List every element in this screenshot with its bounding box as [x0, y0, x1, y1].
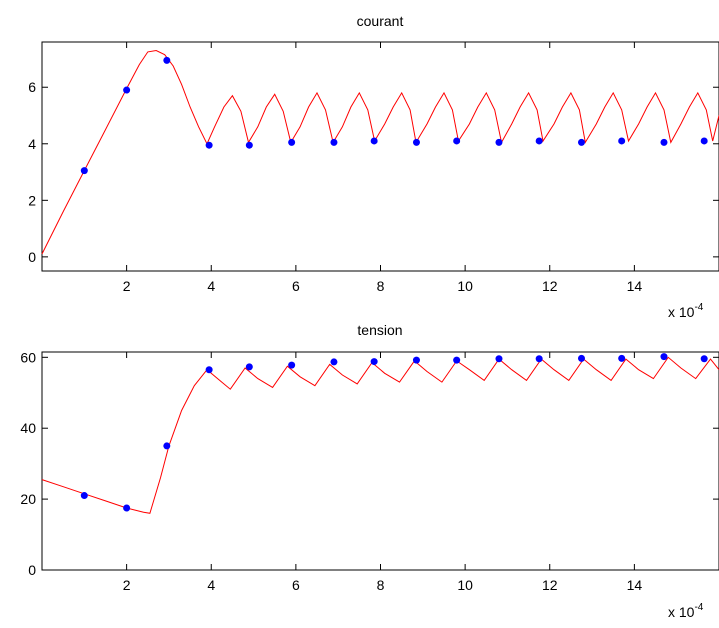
y-tick-label: 2	[28, 192, 36, 208]
data-point	[288, 361, 296, 369]
y-tick-label: 60	[20, 349, 36, 365]
data-point	[123, 504, 131, 512]
x-tick-label: 10	[457, 278, 473, 294]
data-point	[495, 138, 503, 146]
x-tick-label: 8	[377, 577, 385, 593]
x-tick-label: 2	[123, 577, 131, 593]
data-point	[245, 141, 253, 149]
plot-area	[41, 49, 719, 255]
data-point	[163, 56, 171, 64]
data-point	[700, 137, 708, 145]
data-point	[577, 354, 585, 362]
x-tick-label: 2	[123, 278, 131, 294]
chart-title: courant	[357, 13, 404, 29]
x-tick-label: 6	[292, 278, 300, 294]
y-tick-label: 6	[28, 79, 36, 95]
x-exponent-label: x 10-4	[668, 302, 704, 320]
data-point	[412, 138, 420, 146]
data-point	[535, 137, 543, 145]
chart-courant: courant 2 4 6 8 10 12 14 0 2 4 6 x 10-4	[28, 13, 719, 320]
chart-title: tension	[357, 322, 402, 338]
data-point	[163, 442, 171, 450]
data-point	[618, 137, 626, 145]
x-tick-label: 8	[377, 278, 385, 294]
data-point	[660, 353, 668, 361]
y-tick-label: 0	[28, 249, 36, 265]
data-point	[370, 358, 378, 366]
x-tick-label: 4	[207, 577, 215, 593]
axes-box	[41, 351, 719, 571]
data-point	[288, 138, 296, 146]
data-point	[330, 138, 338, 146]
axis-ticks: 2 4 6 8 10 12 14 0 20 40 60	[20, 349, 719, 593]
data-point	[618, 354, 626, 362]
plot-area	[41, 353, 719, 514]
data-point	[205, 366, 213, 374]
x-tick-label: 6	[292, 577, 300, 593]
data-point	[80, 167, 88, 175]
series-line	[41, 49, 719, 255]
data-point	[535, 355, 543, 363]
y-tick-label: 4	[28, 136, 36, 152]
x-exponent-label: x 10-4	[668, 602, 704, 620]
data-point	[453, 137, 461, 145]
data-point	[577, 138, 585, 146]
x-tick-label: 10	[457, 577, 473, 593]
x-tick-label: 12	[542, 278, 558, 294]
data-point	[245, 363, 253, 371]
x-tick-label: 14	[627, 278, 643, 294]
data-point	[660, 138, 668, 146]
data-point	[123, 86, 131, 94]
x-tick-label: 14	[627, 577, 643, 593]
data-point	[330, 358, 338, 366]
axes-box	[41, 41, 719, 272]
data-point	[700, 355, 708, 363]
data-point	[80, 492, 88, 500]
y-tick-label: 40	[20, 420, 36, 436]
data-point	[453, 356, 461, 364]
axis-ticks: 2 4 6 8 10 12 14 0 2 4 6	[28, 42, 719, 294]
y-tick-label: 0	[28, 562, 36, 578]
x-tick-label: 12	[542, 577, 558, 593]
chart-tension: tension 2 4 6 8 10 12 14 0 20 40 60 x 10-4	[20, 322, 719, 620]
data-point	[495, 355, 503, 363]
data-point	[370, 137, 378, 145]
data-point	[205, 141, 213, 149]
x-tick-label: 4	[207, 278, 215, 294]
y-tick-label: 20	[20, 491, 36, 507]
data-point	[412, 356, 420, 364]
